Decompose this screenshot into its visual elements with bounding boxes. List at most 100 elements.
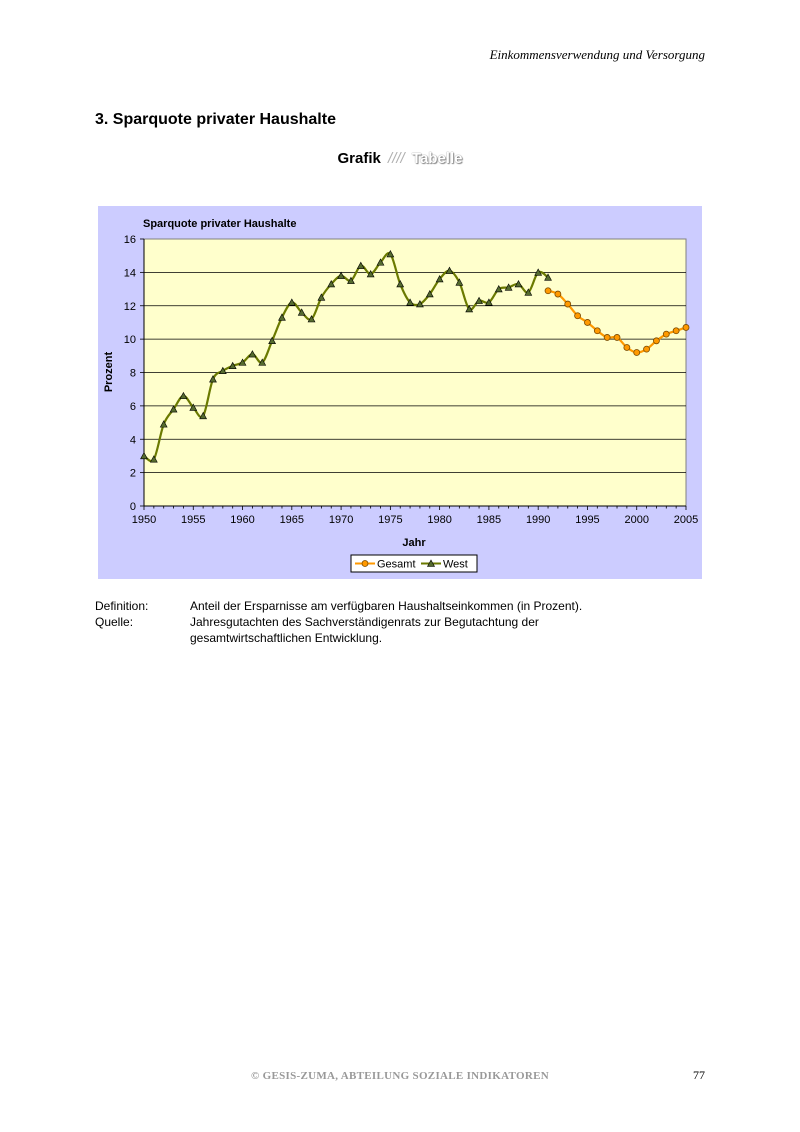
x-tick-label: 1970 bbox=[329, 514, 353, 526]
x-tick-label: 1980 bbox=[427, 514, 451, 526]
tab-tabelle[interactable]: Tabelle bbox=[411, 150, 463, 167]
x-tick-labels: 1950 1955 1960 1965 1970 1975 1980 1985 1990 1995… bbox=[132, 514, 698, 526]
series-west-point bbox=[504, 283, 513, 291]
series-west-point bbox=[475, 296, 483, 304]
series-west-point bbox=[347, 276, 355, 284]
x-tick-label: 2000 bbox=[624, 514, 648, 526]
definitions-block: Definition: Anteil der Ersparnisse am ve… bbox=[95, 598, 660, 646]
x-tick-label: 1995 bbox=[575, 514, 599, 526]
x-tick-label: 1955 bbox=[181, 514, 205, 526]
definition-label: Definition: bbox=[95, 599, 149, 613]
series-gesamt-point bbox=[643, 345, 650, 353]
y-tick-label: 0 bbox=[130, 501, 136, 513]
series-west-point bbox=[268, 336, 277, 344]
savings-rate-chart: Sparquote privater Haushalte Prozent Jah… bbox=[98, 206, 702, 579]
series-west-point bbox=[258, 358, 267, 366]
tab-separator: //// bbox=[388, 150, 405, 167]
series-west-point bbox=[278, 313, 286, 321]
series-gesamt-point bbox=[613, 334, 621, 341]
series-west-point bbox=[199, 411, 208, 420]
tab-grafik[interactable]: Grafik bbox=[337, 150, 381, 167]
y-tick-label: 6 bbox=[130, 401, 136, 413]
y-tick-label: 2 bbox=[130, 468, 136, 480]
x-tick-label: 2005 bbox=[674, 514, 698, 526]
series-west-point bbox=[297, 308, 306, 316]
x-axis-label: Jahr bbox=[402, 537, 426, 549]
series-west-point bbox=[435, 275, 444, 283]
y-tick-label: 14 bbox=[124, 267, 136, 279]
series-west-point bbox=[544, 273, 552, 281]
series-west-point bbox=[337, 271, 345, 279]
series-west-point bbox=[228, 361, 237, 370]
legend-west-marker bbox=[426, 559, 436, 567]
series-west-point bbox=[307, 315, 316, 323]
series-gesamt-point bbox=[623, 344, 631, 351]
series-west-point bbox=[238, 358, 247, 366]
definition-text: Anteil der Ersparnisse am verfügbaren Ha… bbox=[190, 599, 583, 613]
series-layer bbox=[140, 249, 690, 463]
series-gesamt-point bbox=[682, 324, 690, 331]
y-axis-label: Prozent bbox=[103, 351, 115, 392]
series-gesamt-point bbox=[593, 327, 601, 335]
series-gesamt-point bbox=[653, 337, 660, 345]
series-west-point bbox=[396, 280, 405, 288]
series-west-point bbox=[425, 290, 434, 298]
series-west-point bbox=[406, 298, 414, 306]
series-west-point bbox=[209, 375, 217, 383]
y-tick-label: 8 bbox=[130, 368, 136, 380]
series-west-point bbox=[465, 305, 474, 313]
legend-box bbox=[350, 554, 478, 573]
series-west-point bbox=[376, 258, 385, 266]
series-gesamt-point bbox=[672, 327, 680, 335]
section-title: 3. Sparquote privater Haushalte bbox=[95, 111, 336, 128]
source-row: Quelle: Jahresgutachten des Sachverständ… bbox=[95, 614, 660, 646]
legend-west-label: West bbox=[443, 559, 468, 571]
series-gesamt-point bbox=[564, 300, 572, 308]
series-west-point bbox=[514, 280, 523, 288]
series-gesamt-point bbox=[554, 290, 562, 298]
x-tick-label: 1985 bbox=[477, 514, 501, 526]
series-gesamt-point bbox=[574, 312, 582, 320]
x-tick-label: 1960 bbox=[230, 514, 254, 526]
y-tick-labels: 0 2 4 6 8 10 12 14 16 bbox=[124, 234, 136, 513]
legend-gesamt-marker bbox=[361, 560, 369, 567]
series-gesamt-point bbox=[662, 330, 670, 338]
y-tick-label: 16 bbox=[124, 234, 136, 246]
series-west-point bbox=[445, 266, 454, 274]
series-west-point bbox=[327, 280, 336, 288]
series-west-point bbox=[455, 278, 464, 286]
series-west-point bbox=[248, 350, 257, 358]
series-west-point bbox=[179, 391, 188, 400]
definition-row: Definition: Anteil der Ersparnisse am ve… bbox=[95, 598, 660, 614]
x-tick-label: 1990 bbox=[526, 514, 550, 526]
chart-title: Sparquote privater Haushalte bbox=[143, 218, 296, 230]
series-gesamt-point bbox=[544, 287, 552, 295]
running-header: Einkommensverwendung und Versorgung bbox=[489, 47, 705, 62]
series-gesamt-point bbox=[603, 334, 611, 341]
series-west-point bbox=[366, 270, 375, 278]
page-number: 77 bbox=[693, 1068, 705, 1082]
y-tick-label: 10 bbox=[124, 334, 136, 346]
series-west-point bbox=[416, 300, 424, 308]
series-west-point bbox=[159, 420, 168, 428]
x-tick-label: 1975 bbox=[378, 514, 402, 526]
series-west-point bbox=[140, 451, 148, 460]
series-west-point bbox=[287, 298, 296, 306]
grid-lines bbox=[140, 238, 687, 510]
series-gesamt-point bbox=[584, 319, 591, 326]
series-west-point bbox=[494, 285, 503, 293]
source-label: Quelle: bbox=[95, 615, 134, 629]
source-text: Jahresgutachten des Sachverständigenrats… bbox=[190, 615, 539, 645]
series-west-point bbox=[317, 293, 326, 301]
y-tick-label: 12 bbox=[124, 301, 136, 313]
series-west-point bbox=[356, 261, 365, 269]
series-west-point bbox=[485, 298, 493, 306]
series-west-point bbox=[149, 455, 158, 463]
chart-container: Sparquote privater Haushalte Prozent Jah… bbox=[98, 206, 702, 579]
chart-legend: Gesamt West bbox=[350, 554, 478, 573]
series-west-point bbox=[386, 249, 395, 258]
series-west-point bbox=[189, 403, 198, 411]
view-tabs: Grafik //// Tabelle bbox=[0, 150, 800, 167]
series-west-point bbox=[169, 405, 178, 413]
legend-gesamt-label: Gesamt bbox=[377, 559, 416, 571]
